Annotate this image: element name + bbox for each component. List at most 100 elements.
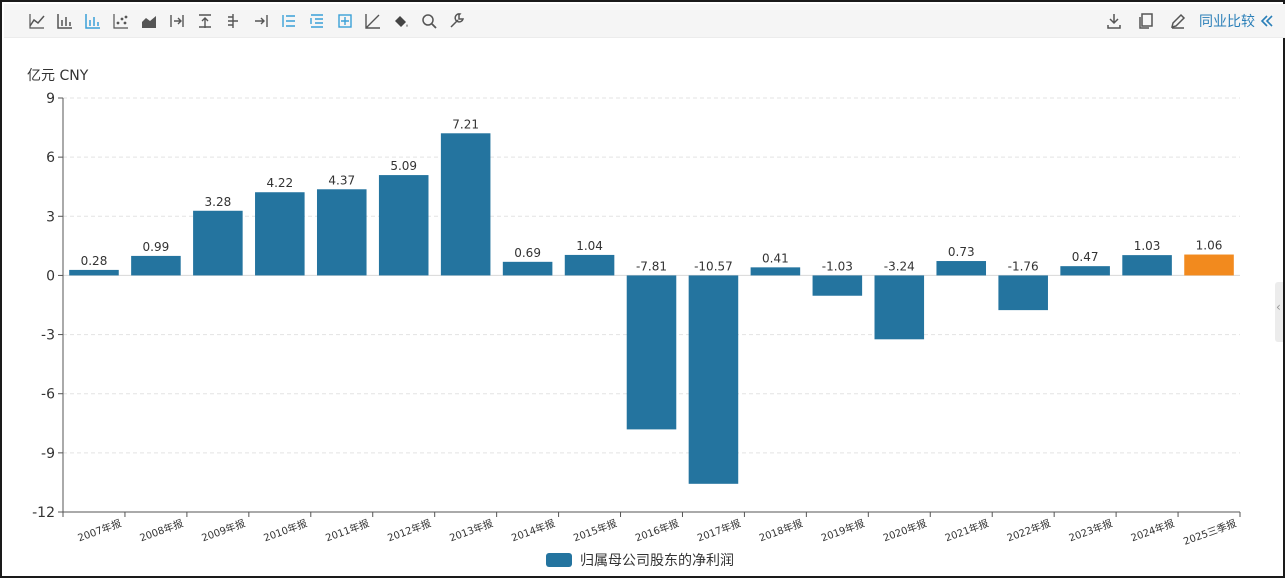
- bar[interactable]: [316, 189, 367, 276]
- align-end-icon[interactable]: [250, 10, 272, 32]
- data-label: 0.69: [514, 246, 541, 260]
- bar[interactable]: [998, 275, 1048, 311]
- x-tick-label: 2022年报: [1005, 517, 1052, 545]
- data-label: 7.21: [452, 117, 479, 131]
- data-label: -7.81: [636, 259, 667, 273]
- x-tick-label: 2015年报: [571, 517, 618, 545]
- bar[interactable]: [440, 133, 491, 276]
- data-labels: 0.28 0.99 3.28 4.22 4.37 5.09 7.21 0.69 1.04 -7.8…: [81, 117, 1223, 273]
- y-axis-unit-label: 亿元 CNY: [27, 68, 89, 84]
- y-tick-label: 9: [46, 91, 55, 107]
- x-tick-label: 2013年报: [448, 517, 495, 545]
- x-tick-label: 2010年报: [262, 517, 309, 545]
- align-right-icon[interactable]: [166, 10, 188, 32]
- trend-line-icon[interactable]: [362, 10, 384, 32]
- list-indent-icon[interactable]: [306, 10, 328, 32]
- x-tick-label: 2012年报: [386, 517, 433, 545]
- chart-toolbar: 同业比较: [4, 4, 1285, 38]
- data-label: 0.41: [762, 251, 789, 265]
- data-label: 1.04: [576, 239, 603, 253]
- bar-chart-active-icon[interactable]: [82, 10, 104, 32]
- data-label: -1.76: [1008, 259, 1039, 273]
- align-top-icon[interactable]: [194, 10, 216, 32]
- bar[interactable]: [626, 275, 677, 430]
- x-tick-label: 2019年报: [819, 517, 866, 545]
- area-chart-icon[interactable]: [138, 10, 160, 32]
- chart-actions-toolbar: 同业比较: [1103, 10, 1275, 32]
- x-tick-label: 2008年报: [138, 517, 185, 545]
- x-tick-label: 2018年报: [757, 517, 804, 545]
- x-tick-label: 2025三季报: [1181, 517, 1238, 548]
- x-axis: 2007年报 2008年报 2009年报 2010年报 2011年报 2012年报 2013…: [62, 511, 1241, 548]
- edit-icon[interactable]: [1167, 10, 1189, 32]
- y-tick-label: -12: [32, 505, 55, 521]
- download-icon[interactable]: [1103, 10, 1125, 32]
- x-tick-label: 2016年报: [633, 517, 680, 545]
- bar[interactable]: [1184, 254, 1234, 276]
- x-tick-label: 2009年报: [200, 517, 247, 545]
- data-label: -3.24: [884, 259, 915, 273]
- data-label: 3.28: [205, 195, 232, 209]
- line-chart-icon[interactable]: [26, 10, 48, 32]
- legend-swatch: [546, 553, 572, 567]
- data-label: -10.57: [694, 259, 733, 273]
- bar[interactable]: [378, 175, 429, 276]
- data-label: 5.09: [390, 159, 417, 173]
- bar[interactable]: [1060, 266, 1110, 276]
- x-tick-label: 2023年报: [1067, 517, 1114, 545]
- legend-label: 归属母公司股东的净利润: [580, 552, 734, 569]
- data-label: 0.28: [81, 254, 108, 268]
- y-axis: -12 -9 -6 -3 0 3 6 9: [32, 91, 64, 521]
- bar[interactable]: [1122, 255, 1172, 276]
- y-tick-label: -6: [41, 387, 55, 403]
- x-tick-label: 2021年报: [943, 517, 990, 545]
- bar[interactable]: [874, 275, 925, 340]
- x-tick-label: 2014年报: [509, 517, 556, 545]
- chart-type-toolbar: [26, 10, 468, 32]
- y-tick-label: 6: [46, 150, 55, 166]
- bar-chart-icon[interactable]: [54, 10, 76, 32]
- paint-bucket-icon[interactable]: [390, 10, 412, 32]
- data-label: 4.37: [328, 173, 355, 187]
- x-tick-label: 2007年报: [76, 517, 123, 545]
- data-label: 0.73: [948, 245, 975, 259]
- bar[interactable]: [69, 269, 119, 276]
- bar[interactable]: [564, 254, 615, 276]
- bar[interactable]: [750, 267, 801, 276]
- bar[interactable]: [936, 261, 987, 276]
- bar[interactable]: [193, 210, 243, 276]
- bar[interactable]: [502, 261, 553, 276]
- x-tick-label: 2017年报: [695, 517, 742, 545]
- data-label: 0.47: [1072, 250, 1099, 264]
- zoom-icon[interactable]: [418, 10, 440, 32]
- data-label: 4.22: [266, 176, 293, 190]
- y-tick-label: 3: [46, 209, 55, 225]
- bar[interactable]: [812, 275, 863, 296]
- copy-icon[interactable]: [1135, 10, 1157, 32]
- grid-add-icon[interactable]: [334, 10, 356, 32]
- x-tick-label: 2011年报: [324, 517, 371, 545]
- wrench-icon[interactable]: [446, 10, 468, 32]
- bar[interactable]: [255, 192, 305, 276]
- side-panel-handle[interactable]: [1275, 282, 1283, 342]
- industry-compare-button[interactable]: 同业比较: [1199, 11, 1275, 31]
- scatter-chart-icon[interactable]: [110, 10, 132, 32]
- double-chevron-left-icon: [1260, 15, 1273, 27]
- bar[interactable]: [131, 255, 181, 276]
- chart-legend[interactable]: 归属母公司股东的净利润: [546, 552, 734, 569]
- data-label: 0.99: [143, 240, 170, 254]
- align-center-icon[interactable]: [222, 10, 244, 32]
- industry-compare-label: 同业比较: [1199, 14, 1255, 30]
- y-tick-label: -9: [41, 446, 55, 462]
- y-tick-label: -3: [41, 328, 55, 344]
- data-label: -1.03: [822, 259, 853, 273]
- bar[interactable]: [688, 275, 739, 484]
- x-tick-label: 2024年报: [1129, 517, 1176, 545]
- x-tick-label: 2020年报: [881, 517, 928, 545]
- list-active-icon[interactable]: [278, 10, 300, 32]
- bar-series: [69, 133, 1234, 484]
- y-tick-label: 0: [46, 268, 55, 284]
- data-label: 1.03: [1134, 239, 1161, 253]
